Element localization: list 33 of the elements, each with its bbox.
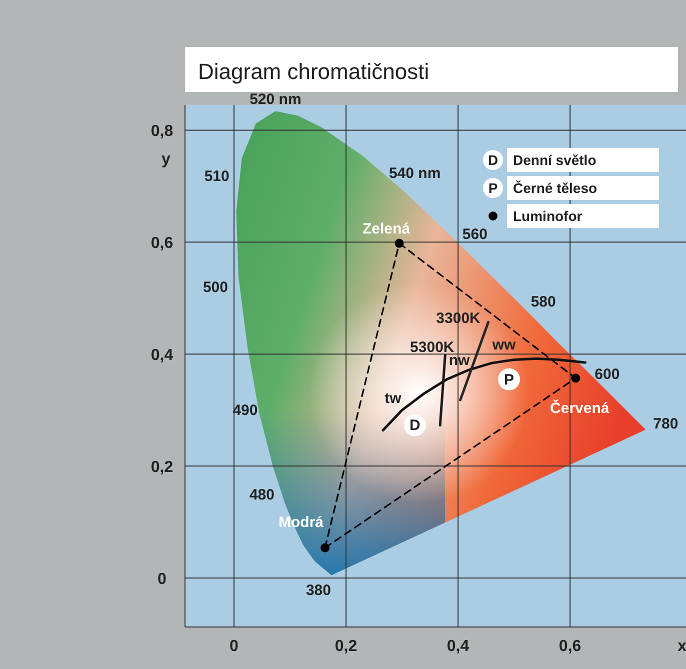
annotation: 5300K (410, 339, 454, 356)
y-axis-title: y (162, 151, 171, 168)
annotation: 780 (653, 416, 678, 433)
annotation: 600 (594, 366, 620, 384)
y-tick-label: 0,8 (150, 123, 174, 140)
annotation: P (504, 371, 514, 388)
text: P (488, 180, 498, 196)
legend-label: Luminofor (513, 208, 583, 224)
chart-title: Diagram chromatičnosti (198, 59, 430, 84)
annotation: 510 (204, 168, 230, 186)
annotation: tw (384, 390, 402, 408)
x-tick-label: 0,2 (334, 638, 358, 655)
annotation: D (409, 417, 420, 434)
legend-label: Černé těleso (513, 180, 598, 196)
y-tick-label: 0,6 (150, 235, 174, 252)
x-tick-label: 0,4 (446, 638, 470, 655)
x-tick-label: 0,6 (558, 638, 582, 655)
annotation: 500 (202, 278, 228, 296)
y-tick-label: 0 (158, 571, 167, 588)
annotation: Modrá (278, 514, 324, 531)
y-tick-label: 0,4 (150, 347, 174, 364)
text: D (488, 152, 498, 168)
legend-label: Denní světlo (513, 152, 596, 168)
annotation: 380 (306, 582, 331, 600)
annotation: 560 (462, 226, 488, 244)
y-tick-label: 0,2 (150, 459, 174, 476)
x-tick-label: 0 (230, 638, 239, 655)
annotation: 520 nm (250, 91, 302, 108)
annotation: ww (491, 336, 516, 354)
annotation: 580 (530, 293, 556, 310)
annotation: 540 nm (388, 164, 441, 182)
annotation: 480 (249, 486, 274, 504)
annotation: Zelená (362, 220, 411, 238)
